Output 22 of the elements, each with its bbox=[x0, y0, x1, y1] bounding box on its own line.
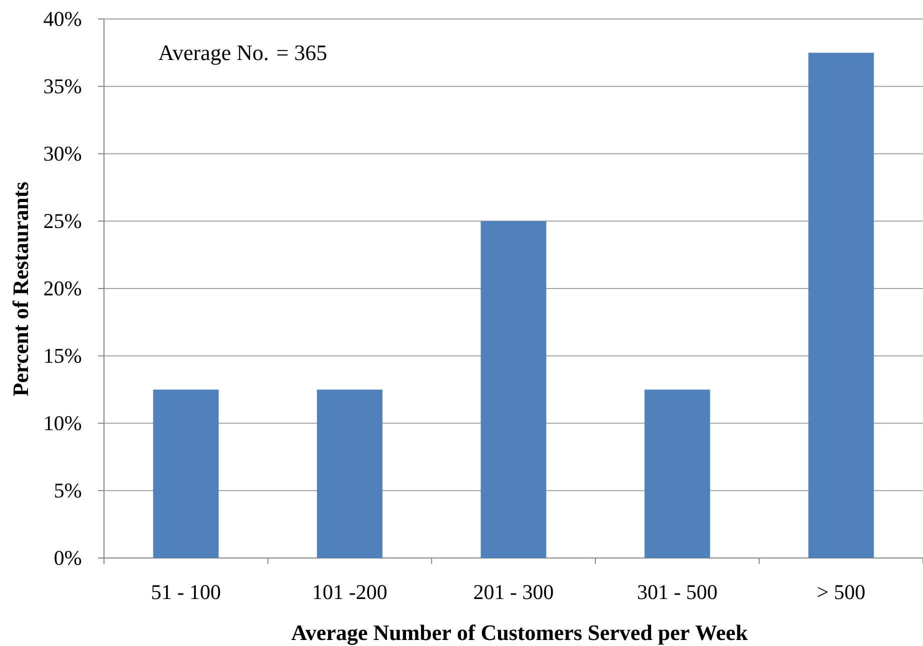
y-axis-title: Percent of Restaurants bbox=[12, 182, 28, 396]
x-tick-label: 101 -200 bbox=[314, 585, 387, 600]
y-tick-label: 20% bbox=[44, 281, 82, 296]
bar bbox=[644, 390, 710, 558]
bar bbox=[316, 390, 382, 558]
y-tick-label: 0% bbox=[54, 550, 82, 566]
y-tick-label: 10% bbox=[45, 416, 82, 430]
y-tick-label: 15% bbox=[45, 348, 82, 363]
x-tick-label: 201 - 300 bbox=[474, 585, 553, 600]
y-tick-label: 35% bbox=[44, 79, 82, 94]
x-tick-label: > 500 bbox=[818, 585, 865, 600]
y-tick-label: 40% bbox=[44, 12, 82, 26]
x-axis-title: Average Number of Customers Served per Week bbox=[291, 624, 748, 645]
bar bbox=[153, 390, 219, 558]
x-tick-label: 301 - 500 bbox=[638, 585, 717, 600]
y-tick-label: 30% bbox=[44, 146, 82, 161]
annotation: Average No. = 365 bbox=[158, 45, 326, 65]
bar bbox=[808, 52, 874, 558]
bar bbox=[480, 221, 546, 558]
x-tick-label: 51 - 100 bbox=[152, 585, 220, 600]
y-tick-label: 5% bbox=[55, 484, 82, 498]
y-tick-label: 25% bbox=[44, 214, 82, 228]
